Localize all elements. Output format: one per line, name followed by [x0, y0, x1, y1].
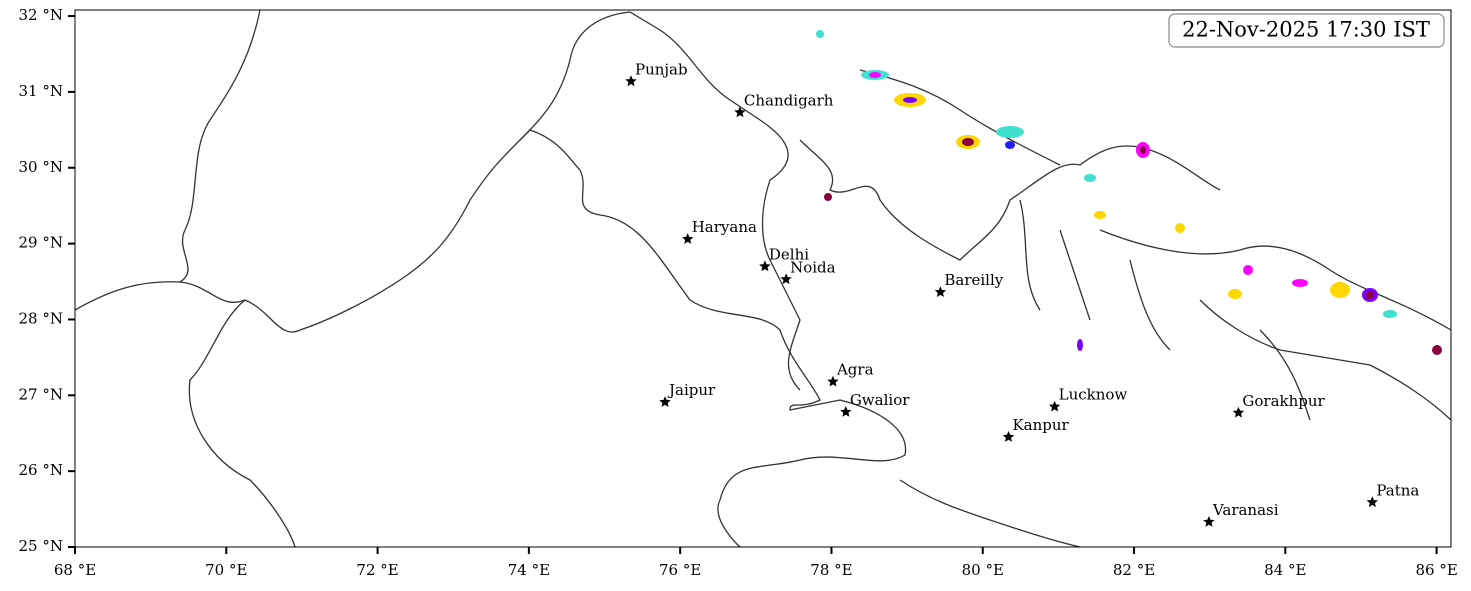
- city-marker: [1002, 431, 1015, 442]
- x-tick-label: 76 °E: [659, 561, 701, 579]
- y-tick-label: 26 °N: [19, 461, 63, 479]
- x-tick-label: 80 °E: [962, 561, 1004, 579]
- city-marker: [759, 260, 771, 272]
- x-tick-label: 82 °E: [1113, 561, 1155, 579]
- city-label: Jaipur: [667, 381, 716, 399]
- y-tick-label: 31 °N: [19, 82, 63, 100]
- x-tick-label: 68 °E: [54, 561, 96, 579]
- city-label: Punjab: [635, 60, 688, 78]
- city-label: Patna: [1376, 481, 1419, 499]
- city-marker: [827, 375, 839, 387]
- y-tick-label: 25 °N: [19, 537, 63, 555]
- city-marker: [1366, 496, 1378, 508]
- city-label: Agra: [836, 361, 874, 379]
- city-marker: [1203, 516, 1215, 527]
- city-label: Haryana: [692, 218, 757, 236]
- y-tick-label: 29 °N: [19, 234, 63, 252]
- city-marker: [1232, 406, 1245, 418]
- boundaries: [74, 9, 1452, 548]
- city-label: Gorakhpur: [1242, 392, 1325, 410]
- x-tick-label: 70 °E: [205, 561, 247, 579]
- precipitation: [816, 30, 1442, 355]
- x-tick-label: 78 °E: [810, 561, 852, 579]
- city-marker: [734, 106, 746, 118]
- city-marker: [625, 75, 637, 87]
- city-marker: [682, 233, 694, 244]
- city-label: Kanpur: [1012, 416, 1069, 434]
- city-marker: [1048, 400, 1061, 412]
- city-marker: [780, 273, 792, 285]
- city-marker: [934, 286, 947, 297]
- city-marker: [840, 406, 852, 417]
- x-tick-label: 72 °E: [356, 561, 398, 579]
- city-label: Varanasi: [1212, 501, 1279, 519]
- x-tick-label: 74 °E: [508, 561, 550, 579]
- city-label: Chandigarh: [744, 91, 834, 109]
- y-tick-label: 32 °N: [19, 6, 63, 24]
- timestamp-box: [1168, 13, 1445, 48]
- timestamp: 22-Nov-2025 17:30 IST: [1182, 18, 1430, 42]
- city-label: Noida: [790, 258, 836, 276]
- y-tick-label: 27 °N: [19, 385, 63, 403]
- x-tick-label: 84 °E: [1264, 561, 1306, 579]
- city-marker: [659, 396, 671, 407]
- frame: [74, 9, 1452, 548]
- y-tick-label: 28 °N: [19, 309, 63, 327]
- y-tick-label: 30 °N: [19, 158, 63, 176]
- city-label: Lucknow: [1059, 386, 1128, 404]
- city-label: Bareilly: [944, 271, 1003, 289]
- x-tick-label: 86 °E: [1415, 561, 1457, 579]
- city-label: Gwalior: [850, 391, 910, 409]
- city-label: Delhi: [769, 245, 809, 263]
